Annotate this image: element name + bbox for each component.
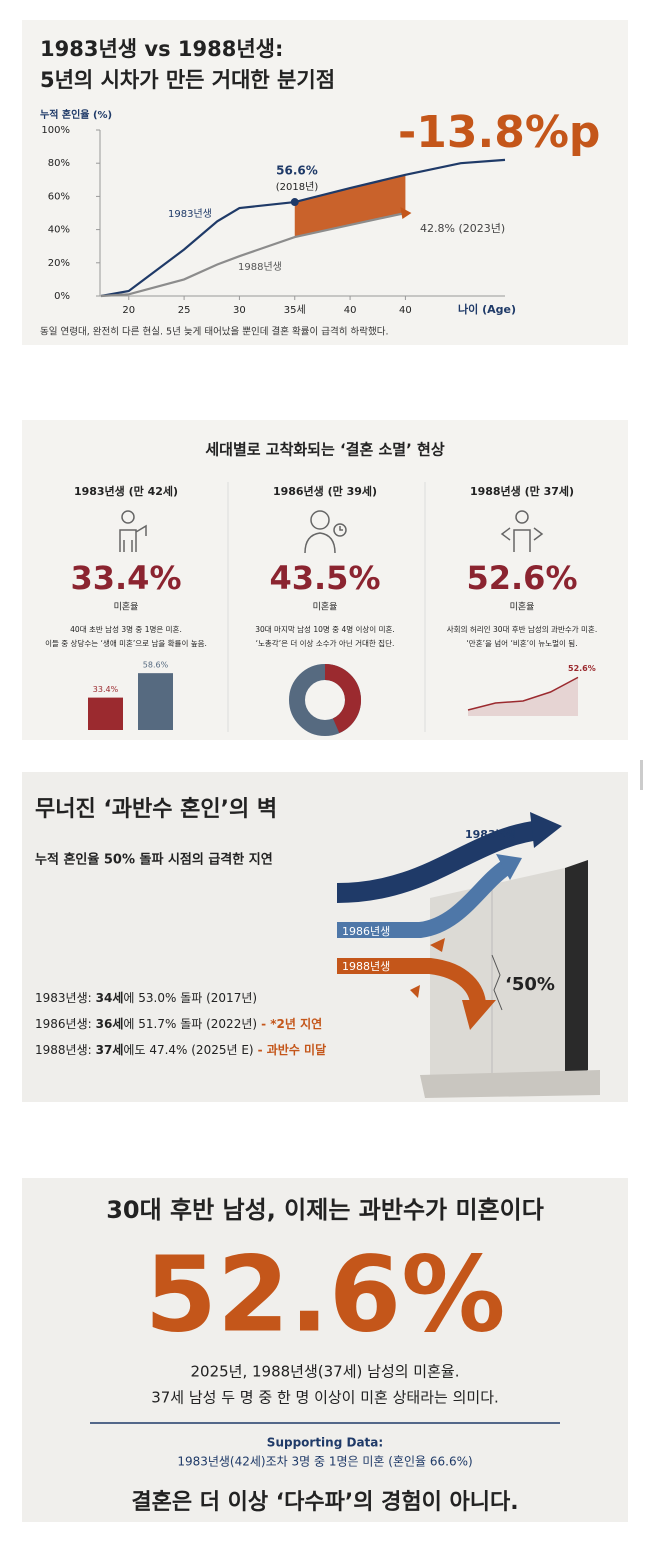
- milestone: 1983년생: 34세에 53.0% 돌파 (2017년): [35, 990, 257, 1005]
- title: 1983년생 vs 1988년생:: [40, 37, 283, 61]
- panel-bg: [22, 420, 628, 740]
- wall: [420, 860, 600, 1098]
- bar: [88, 697, 123, 730]
- desc: 사회의 허리인 30대 후반 남성의 과반수가 미혼.: [447, 624, 597, 634]
- closing: 결혼은 더 이상 ‘다수파’의 경험이 아니다.: [131, 1489, 518, 1515]
- trend-label: 52.6%: [568, 664, 596, 673]
- y-tick-label: 60%: [48, 191, 70, 202]
- series-line: [101, 211, 406, 298]
- annotation: 42.8% (2023년): [420, 222, 505, 235]
- column-header: 1988년생 (만 37세): [470, 484, 574, 498]
- note: - *2년 지연: [261, 1016, 322, 1031]
- cohort: 1983년생:: [35, 991, 92, 1005]
- title: 30대 후반 남성, 이제는 과반수가 미혼이다: [106, 1196, 544, 1224]
- headline: -13.8%p: [398, 107, 600, 158]
- annotation: (2018년): [276, 181, 319, 193]
- column-header: 1983년생 (만 42세): [74, 484, 178, 498]
- x-axis-label: 나이 (Age): [458, 302, 516, 316]
- detail: 에 53.0% 돌파 (2017년): [123, 991, 257, 1005]
- percent: 43.5%: [269, 559, 380, 597]
- trend-line: [467, 676, 579, 711]
- unit-label: 미혼율: [510, 601, 535, 613]
- arrow-label: 1988년생: [342, 960, 390, 973]
- x-tick-label: 35세: [284, 304, 306, 316]
- detail: 에도 47.4% (2025년 E): [123, 1043, 253, 1057]
- desc: ‘만혼’을 넘어 ‘비혼’이 뉴노멀이 됨.: [466, 638, 577, 648]
- bar-label: 33.4%: [93, 685, 119, 694]
- bar-label: 58.6%: [143, 661, 169, 670]
- arrows: [336, 812, 562, 1030]
- body-line: 2025년, 1988년생(37세) 남성의 미혼율.: [191, 1363, 460, 1381]
- x-tick-label: 20: [122, 305, 135, 316]
- bar: [138, 673, 173, 730]
- desc: 30대 마지막 남성 10명 중 4명 이상이 미혼.: [255, 624, 395, 634]
- cohort: 1986년생:: [35, 1017, 92, 1031]
- point: [290, 198, 299, 207]
- x-tick-label: 40: [344, 305, 357, 316]
- title: 5년의 시차가 만든 거대한 분기점: [40, 68, 335, 92]
- note: - 과반수 미달: [258, 1042, 327, 1057]
- desc: ‘노총각’은 더 이상 소수가 아닌 거대한 집단.: [256, 638, 395, 648]
- icon: [119, 510, 544, 554]
- arrow-label: 1983년생: [465, 827, 516, 841]
- title: 무너진 ‘과반수 혼인’의 벽: [35, 797, 277, 822]
- donut-share: [324, 664, 361, 734]
- y-tick-label: 20%: [48, 258, 70, 269]
- y-tick-label: 100%: [41, 125, 70, 136]
- percent: 33.4%: [70, 559, 181, 597]
- series-label: 1988년생: [238, 261, 282, 273]
- series-line: [100, 158, 506, 298]
- wall-label: ‘50%: [505, 974, 555, 995]
- y-tick-label: 0%: [54, 291, 70, 302]
- age: 36세: [96, 1016, 124, 1031]
- panel-bg: [22, 20, 628, 345]
- caption: 동일 연령대, 완전히 다른 현실. 5년 늦게 태어났을 뿐인데 결혼 확률이…: [40, 326, 389, 338]
- support-title: Supporting Data:: [267, 1436, 383, 1450]
- y-axis-label: 누적 혼인율 (%): [40, 108, 112, 121]
- percent: 52.6%: [466, 559, 577, 597]
- series-label: 1983년생: [168, 208, 212, 220]
- trend-area: [468, 677, 578, 716]
- arrow-label: 1986년생: [342, 925, 390, 938]
- unit-label: 미혼율: [313, 601, 338, 613]
- x-tick-label: 30: [233, 305, 246, 316]
- x-tick-label: 25: [178, 305, 191, 316]
- cohort: 1988년생:: [35, 1043, 92, 1057]
- age: 37세: [96, 1042, 124, 1057]
- gap-band: [294, 174, 406, 238]
- panel-bg: [22, 1178, 628, 1522]
- unit-label: 미혼율: [114, 601, 139, 613]
- big-number: 52.6%: [145, 1233, 506, 1355]
- y-tick-label: 80%: [48, 158, 70, 169]
- age: 34세: [96, 990, 124, 1005]
- milestone: 1986년생: 36세에 51.7% 돌파 (2022년) - *2년 지연: [35, 1016, 322, 1031]
- title: 세대별로 고착화되는 ‘결혼 소멸’ 현상: [205, 441, 444, 459]
- support-text: 1983년생(42세)조차 3명 중 1명은 미혼 (혼인율 66.6%): [177, 1455, 472, 1469]
- subtitle: 누적 혼인율 50% 돌파 시점의 급격한 지연: [35, 852, 273, 868]
- body-line: 37세 남성 두 명 중 한 명 이상이 미혼 상태라는 의미다.: [151, 1389, 499, 1407]
- desc: 이들 중 상당수는 ‘생애 미혼’으로 남을 확률이 높음.: [45, 638, 207, 648]
- desc: 40대 초반 남성 3명 중 1명은 미혼.: [70, 624, 182, 634]
- scrollbar: [640, 760, 643, 790]
- milestone: 1988년생: 37세에도 47.4% (2025년 E) - 과반수 미달: [35, 1042, 326, 1057]
- y-tick-label: 40%: [48, 225, 70, 236]
- x-tick-label: 40: [399, 305, 412, 316]
- arrow-head: [400, 207, 412, 219]
- annotation: 56.6%: [276, 164, 318, 178]
- detail: 에 51.7% 돌파 (2022년): [123, 1017, 257, 1031]
- column-header: 1986년생 (만 39세): [273, 484, 377, 498]
